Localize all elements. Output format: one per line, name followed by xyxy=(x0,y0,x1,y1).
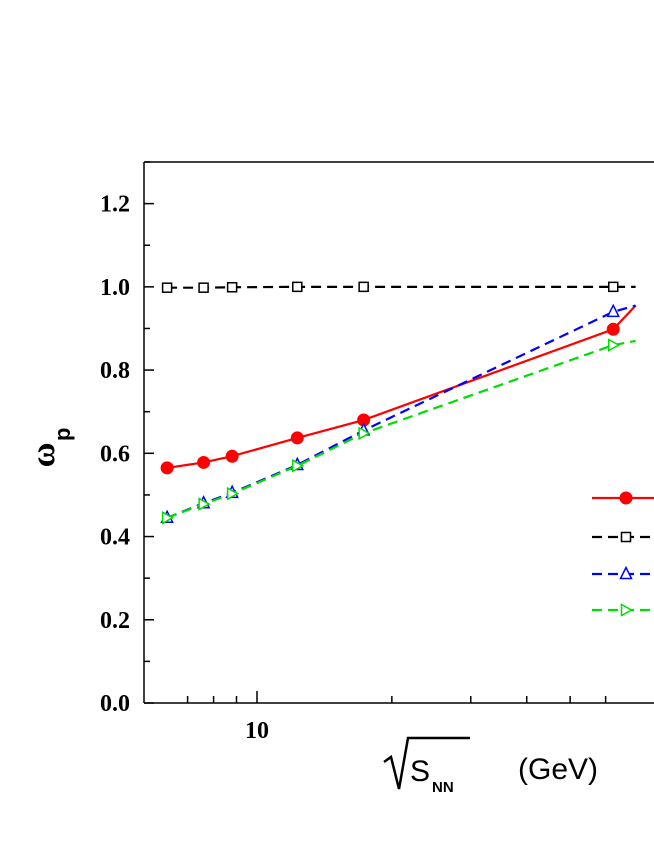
x-tick-label: 10 xyxy=(245,718,269,744)
legend-entry xyxy=(592,491,654,505)
data-point xyxy=(620,603,634,617)
y-tick-label: 0.6 xyxy=(100,441,130,467)
series-line-1 xyxy=(167,285,636,289)
series-line-2 xyxy=(166,304,636,519)
series-line-3 xyxy=(166,339,636,519)
series-0 xyxy=(160,304,637,475)
legend-entry xyxy=(592,531,654,543)
y-tick-label: 1.2 xyxy=(100,192,130,218)
series-2 xyxy=(160,303,636,524)
x-axis-label-main: S xyxy=(410,755,430,788)
x-axis-label-sub: NN xyxy=(432,779,454,796)
data-point xyxy=(161,282,173,293)
data-point xyxy=(606,303,620,318)
legend-entry xyxy=(592,565,654,580)
data-point xyxy=(292,281,303,293)
legend-entry xyxy=(592,603,654,617)
data-point xyxy=(606,322,620,336)
x-axis-label: S NN (GeV) xyxy=(383,736,598,796)
data-point xyxy=(619,565,633,580)
data-point xyxy=(198,282,209,293)
data-point xyxy=(226,486,240,501)
y-axis-label-main: ω xyxy=(25,443,62,468)
y-tick-label: 0.4 xyxy=(100,525,130,551)
data-point xyxy=(198,497,211,511)
data-point xyxy=(619,491,633,505)
data-point xyxy=(161,511,175,525)
data-point xyxy=(225,449,239,463)
data-point xyxy=(197,455,211,469)
data-point xyxy=(292,459,305,473)
data-point xyxy=(358,281,369,293)
y-tick-label: 0.2 xyxy=(100,608,130,634)
data-point xyxy=(226,282,238,293)
y-tick-label: 0.8 xyxy=(100,358,130,384)
data-point xyxy=(358,426,371,441)
y-axis-label-sub: p xyxy=(50,428,75,441)
y-tick-label: 0.0 xyxy=(100,691,130,717)
data-point xyxy=(160,461,174,475)
x-axis-label-unit: (GeV) xyxy=(518,753,598,786)
data-point xyxy=(607,338,621,352)
series-3 xyxy=(161,338,636,525)
series-1 xyxy=(161,281,636,293)
sqrt-symbol xyxy=(383,736,470,790)
y-axis-label: ω p xyxy=(25,428,75,468)
y-tick-label: 1.0 xyxy=(100,275,130,301)
series-line-0 xyxy=(166,304,637,469)
data-point xyxy=(607,281,619,293)
data-point xyxy=(290,431,304,445)
data-point xyxy=(620,531,632,543)
